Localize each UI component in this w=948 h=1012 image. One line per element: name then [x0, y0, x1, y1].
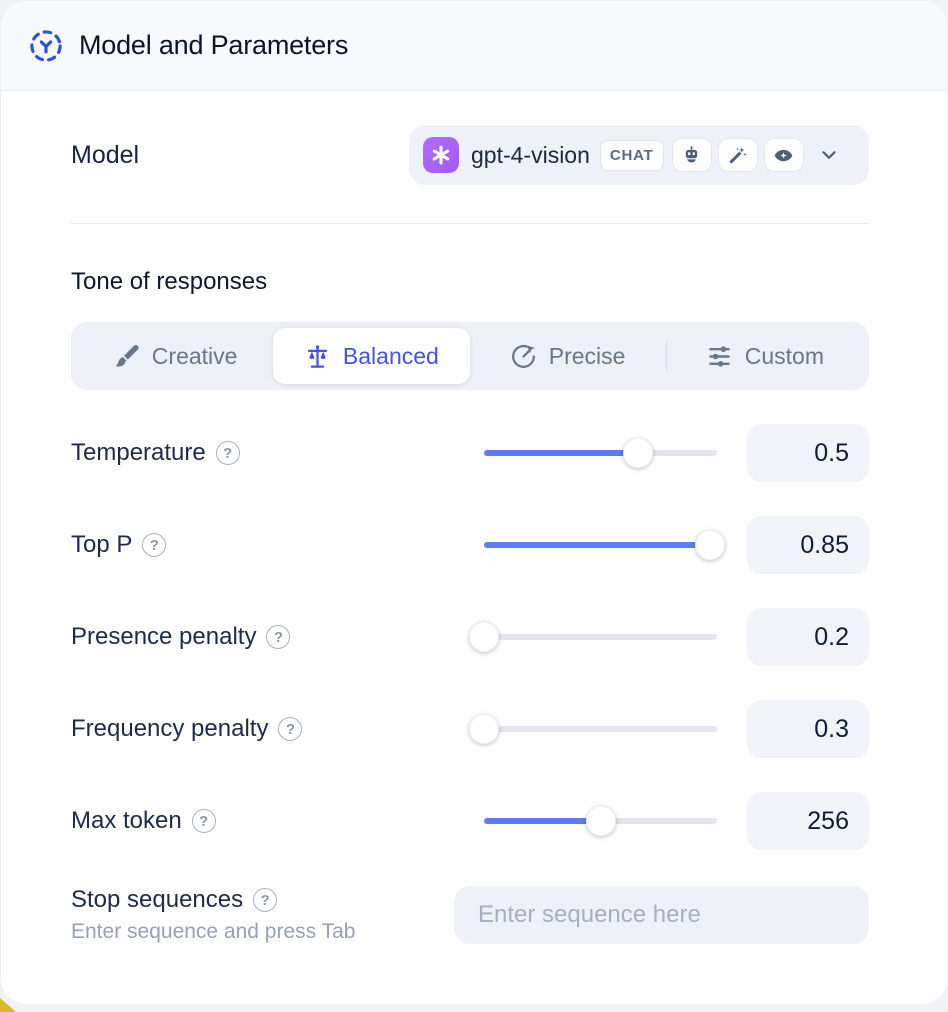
tab-custom[interactable]: Custom	[667, 328, 863, 384]
help-icon[interactable]: ?	[191, 809, 216, 833]
top-p-row: Top P ? 0.85	[71, 515, 869, 575]
max-token-row: Max token ? 256	[71, 791, 869, 851]
tab-precise[interactable]: Precise	[470, 328, 666, 384]
paintbrush-icon	[113, 343, 140, 370]
stop-sequences-row: Stop sequences ? Enter sequence and pres…	[71, 886, 869, 944]
chevron-down-icon[interactable]	[818, 144, 840, 166]
wand-sparkles-icon	[717, 138, 758, 172]
slider-thumb[interactable]	[469, 622, 499, 652]
panel-header: Model and Parameters	[1, 1, 947, 91]
balance-scale-icon	[304, 343, 331, 370]
stop-sequences-label: Stop sequences	[71, 886, 244, 913]
help-icon[interactable]: ?	[142, 533, 167, 557]
temperature-row: Temperature ? 0.5	[71, 423, 869, 483]
model-parameters-icon	[27, 27, 65, 65]
top-p-value[interactable]: 0.85	[747, 516, 869, 574]
max-token-slider[interactable]	[484, 805, 717, 837]
frequency-penalty-label: Frequency penalty	[71, 715, 269, 742]
top-p-slider[interactable]	[484, 529, 725, 561]
tab-custom-label: Custom	[744, 342, 824, 369]
eye-icon	[763, 138, 804, 172]
target-arrow-icon	[510, 343, 537, 370]
openai-logo-icon	[423, 137, 459, 173]
slider-thumb[interactable]	[585, 806, 616, 836]
tone-heading: Tone of responses	[71, 268, 268, 295]
sliders-icon	[706, 343, 733, 370]
tab-precise-label: Precise	[548, 342, 626, 369]
robot-icon	[671, 138, 712, 172]
frequency-penalty-row: Frequency penalty ? 0.3	[71, 699, 869, 759]
help-icon[interactable]: ?	[266, 625, 291, 649]
temperature-label: Temperature	[71, 439, 206, 466]
tab-divider	[665, 341, 667, 371]
max-token-value[interactable]: 256	[747, 792, 869, 850]
tab-creative-label: Creative	[151, 342, 238, 369]
tab-balanced[interactable]: Balanced	[273, 328, 470, 384]
model-label: Model	[71, 140, 140, 169]
presence-penalty-row: Presence penalty ? 0.2	[71, 607, 869, 667]
slider-thumb[interactable]	[622, 438, 653, 468]
help-icon[interactable]: ?	[278, 717, 303, 741]
tone-tab-bar: Creative Balanced	[71, 322, 869, 390]
model-row: Model gpt-4-vision CHAT	[71, 125, 869, 185]
help-icon[interactable]: ?	[253, 888, 278, 912]
model-name: gpt-4-vision	[471, 141, 590, 168]
presence-penalty-slider[interactable]	[469, 621, 717, 653]
max-token-label: Max token	[71, 807, 182, 834]
top-p-label: Top P	[71, 531, 133, 558]
slider-thumb[interactable]	[469, 714, 499, 744]
frequency-penalty-value[interactable]: 0.3	[747, 700, 869, 758]
stop-sequences-hint: Enter sequence and press Tab	[71, 920, 356, 943]
panel-title: Model and Parameters	[79, 30, 349, 60]
stop-sequence-input[interactable]	[454, 886, 869, 944]
tab-creative[interactable]: Creative	[77, 328, 273, 384]
help-icon[interactable]: ?	[215, 441, 240, 465]
slider-thumb[interactable]	[695, 530, 725, 560]
presence-penalty-value[interactable]: 0.2	[747, 608, 869, 666]
model-select[interactable]: gpt-4-vision CHAT	[409, 125, 869, 185]
temperature-value[interactable]: 0.5	[747, 424, 869, 482]
frequency-penalty-slider[interactable]	[469, 713, 717, 745]
tab-balanced-label: Balanced	[342, 342, 439, 369]
presence-penalty-label: Presence penalty	[71, 623, 257, 650]
chat-type-badge: CHAT	[599, 139, 664, 171]
section-divider	[71, 223, 869, 224]
temperature-slider[interactable]	[484, 437, 717, 469]
parameter-rows: Temperature ? 0.5 Top P ? 0.85	[71, 423, 869, 851]
